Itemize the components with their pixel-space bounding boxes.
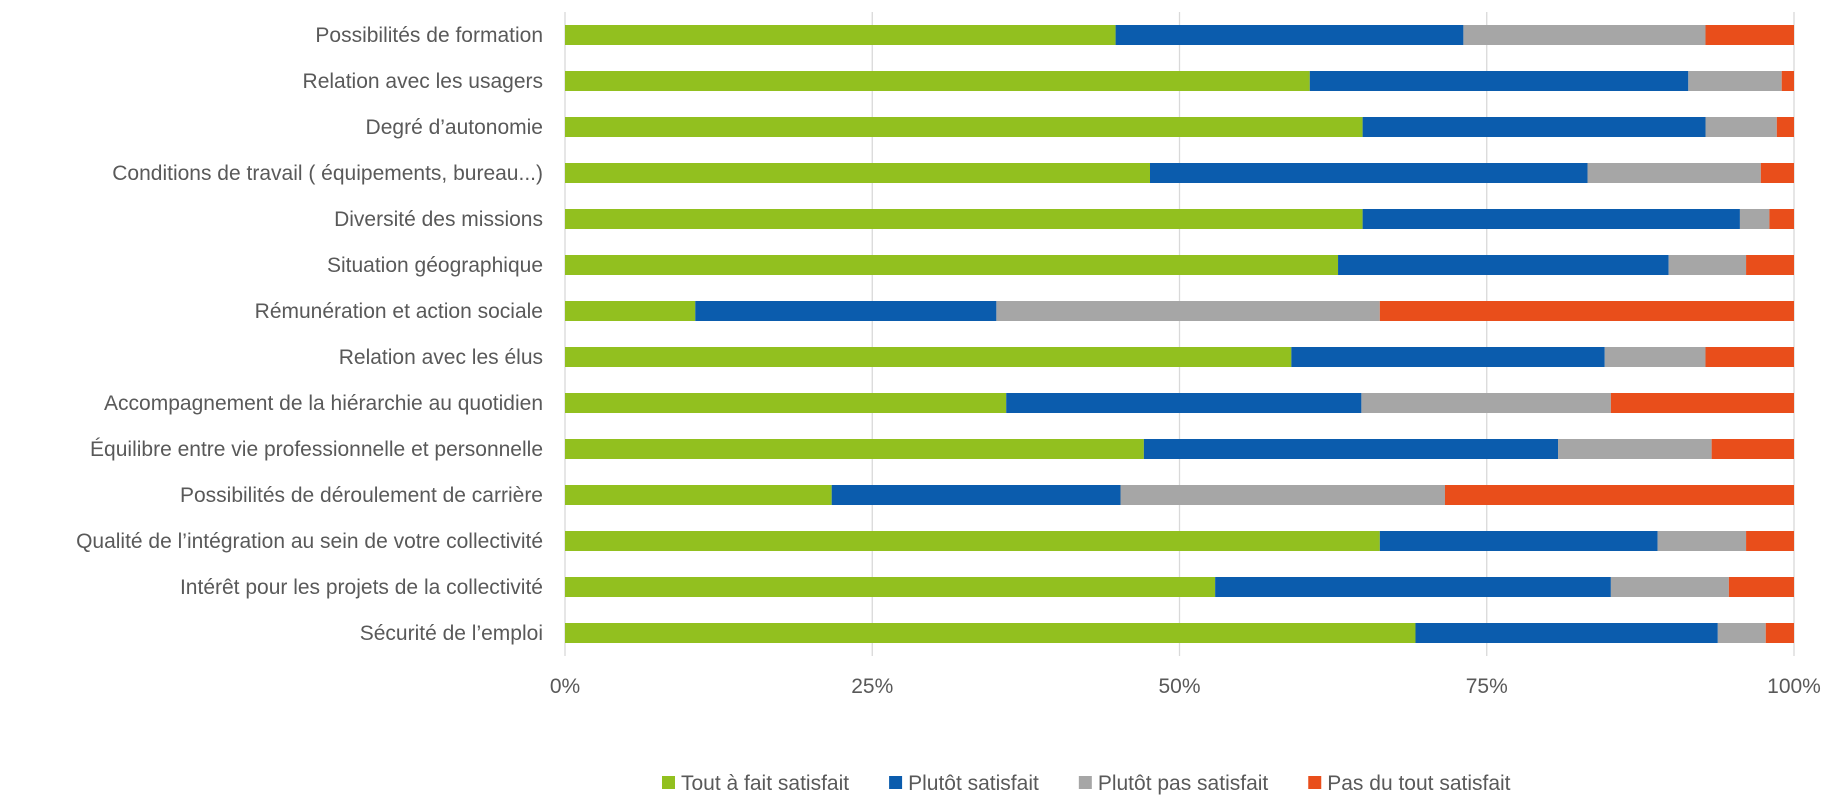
bar-segment-row10-series0 (565, 485, 832, 505)
legend-label: Tout à fait satisfait (681, 772, 849, 795)
bar-segment-row9-series1 (1143, 439, 1559, 459)
bar-segment-row12-series3 (1728, 577, 1794, 597)
bar-segment-row3-series3 (1760, 163, 1794, 183)
bar-segment-row11-series0 (565, 531, 1380, 551)
bar-segment-row5-series0 (565, 255, 1339, 275)
bar-segment-row6-series2 (996, 301, 1380, 321)
bar-segment-row1-series0 (565, 71, 1310, 91)
bar-segment-row2-series2 (1705, 117, 1777, 137)
x-tick-label: 25% (851, 675, 893, 698)
legend-item: Tout à fait satisfait (662, 772, 849, 795)
bar-segment-row3-series2 (1587, 163, 1761, 183)
category-label: Intérêt pour les projets de la collectiv… (180, 576, 543, 599)
bar-segment-row10-series2 (1120, 485, 1445, 505)
category-label: Possibilités de déroulement de carrière (180, 484, 543, 507)
bar-segment-row10-series3 (1444, 485, 1794, 505)
bar-segment-row10-series1 (831, 485, 1121, 505)
bar-segment-row0-series2 (1463, 25, 1706, 45)
bar-segment-row2-series1 (1362, 117, 1706, 137)
bar-segment-row0-series0 (565, 25, 1116, 45)
legend-label: Plutôt satisfait (908, 772, 1039, 795)
bar-segment-row12-series0 (565, 577, 1216, 597)
bar-segment-row4-series0 (565, 209, 1363, 229)
bar-segment-row7-series3 (1705, 347, 1794, 367)
bar-segment-row4-series1 (1362, 209, 1740, 229)
bar-segment-row7-series1 (1291, 347, 1605, 367)
bar-segment-row9-series2 (1558, 439, 1712, 459)
category-label: Relation avec les élus (339, 346, 543, 369)
bar-segment-row8-series2 (1361, 393, 1611, 413)
bar-segment-row13-series1 (1415, 623, 1718, 643)
bar-segment-row8-series1 (1006, 393, 1362, 413)
bar-segment-row6-series3 (1379, 301, 1794, 321)
x-axis-tick-labels: 0% 25% 50% 75% 100% (550, 675, 1821, 698)
legend-item: Pas du tout satisfait (1308, 772, 1511, 795)
bar-segment-row3-series0 (565, 163, 1151, 183)
bar-segment-row1-series2 (1688, 71, 1782, 91)
x-tick-label: 50% (1158, 675, 1200, 698)
legend-swatch (662, 776, 675, 789)
bar-segment-row5-series2 (1668, 255, 1747, 275)
x-tick-label: 75% (1466, 675, 1508, 698)
bar-segment-row9-series0 (565, 439, 1144, 459)
bar-segment-row7-series0 (565, 347, 1292, 367)
category-label: Sécurité de l’emploi (360, 622, 543, 645)
bar-segment-row11-series2 (1657, 531, 1747, 551)
bar-segment-row4-series3 (1769, 209, 1794, 229)
bar-segment-row0-series1 (1115, 25, 1464, 45)
legend-item: Plutôt satisfait (889, 772, 1039, 795)
category-label: Accompagnement de la hiérarchie au quoti… (104, 392, 543, 415)
bar-segment-row5-series1 (1338, 255, 1669, 275)
bar-segment-row9-series3 (1711, 439, 1794, 459)
bar-segment-row1-series3 (1781, 71, 1794, 91)
category-label: Possibilités de formation (315, 24, 543, 47)
bar-segment-row11-series3 (1746, 531, 1794, 551)
category-label: Équilibre entre vie professionnelle et p… (90, 438, 543, 461)
legend-item: Plutôt pas satisfait (1078, 772, 1269, 795)
category-label: Situation géographique (327, 254, 543, 277)
bar-segment-row12-series2 (1610, 577, 1729, 597)
bar-segment-row0-series3 (1705, 25, 1794, 45)
legend-swatch (889, 776, 903, 789)
legend: Tout à fait satisfait Plutôt satisfait Plu… (662, 772, 1511, 795)
bar-segment-row7-series2 (1604, 347, 1706, 367)
category-labels: Possibilités de formation Relation avec l… (76, 24, 543, 645)
category-label: Conditions de travail ( équipements, bur… (112, 162, 543, 185)
bar-segment-row4-series2 (1739, 209, 1770, 229)
category-label: Diversité des missions (334, 208, 543, 231)
bar-segment-row11-series1 (1379, 531, 1658, 551)
bar-segment-row5-series3 (1746, 255, 1794, 275)
bar-segment-row13-series3 (1765, 623, 1794, 643)
bar-segment-row13-series2 (1717, 623, 1766, 643)
category-label: Rémunération et action sociale (255, 300, 543, 323)
category-label: Qualité de l’intégration au sein de votr… (76, 530, 543, 553)
bar-segment-row8-series0 (565, 393, 1007, 413)
legend-label: Plutôt pas satisfait (1098, 772, 1269, 795)
bar-segment-row6-series1 (695, 301, 997, 321)
bar-segment-row1-series1 (1309, 71, 1689, 91)
category-label: Degré d’autonomie (366, 116, 543, 139)
x-tick-label: 0% (550, 675, 580, 698)
bar-segment-row13-series0 (565, 623, 1416, 643)
bar-segment-row3-series1 (1150, 163, 1588, 183)
bar-segment-row12-series1 (1215, 577, 1611, 597)
gridlines (564, 12, 1795, 656)
bar-segment-row2-series3 (1776, 117, 1794, 137)
x-tick-label: 100% (1767, 675, 1821, 698)
legend-swatch (1308, 776, 1322, 789)
legend-label: Pas du tout satisfait (1327, 772, 1510, 795)
bar-segment-row6-series0 (565, 301, 696, 321)
category-label: Relation avec les usagers (303, 70, 543, 93)
legend-swatch (1078, 776, 1092, 789)
bars (565, 25, 1794, 643)
bar-segment-row2-series0 (565, 117, 1363, 137)
bar-segment-row8-series3 (1610, 393, 1794, 413)
